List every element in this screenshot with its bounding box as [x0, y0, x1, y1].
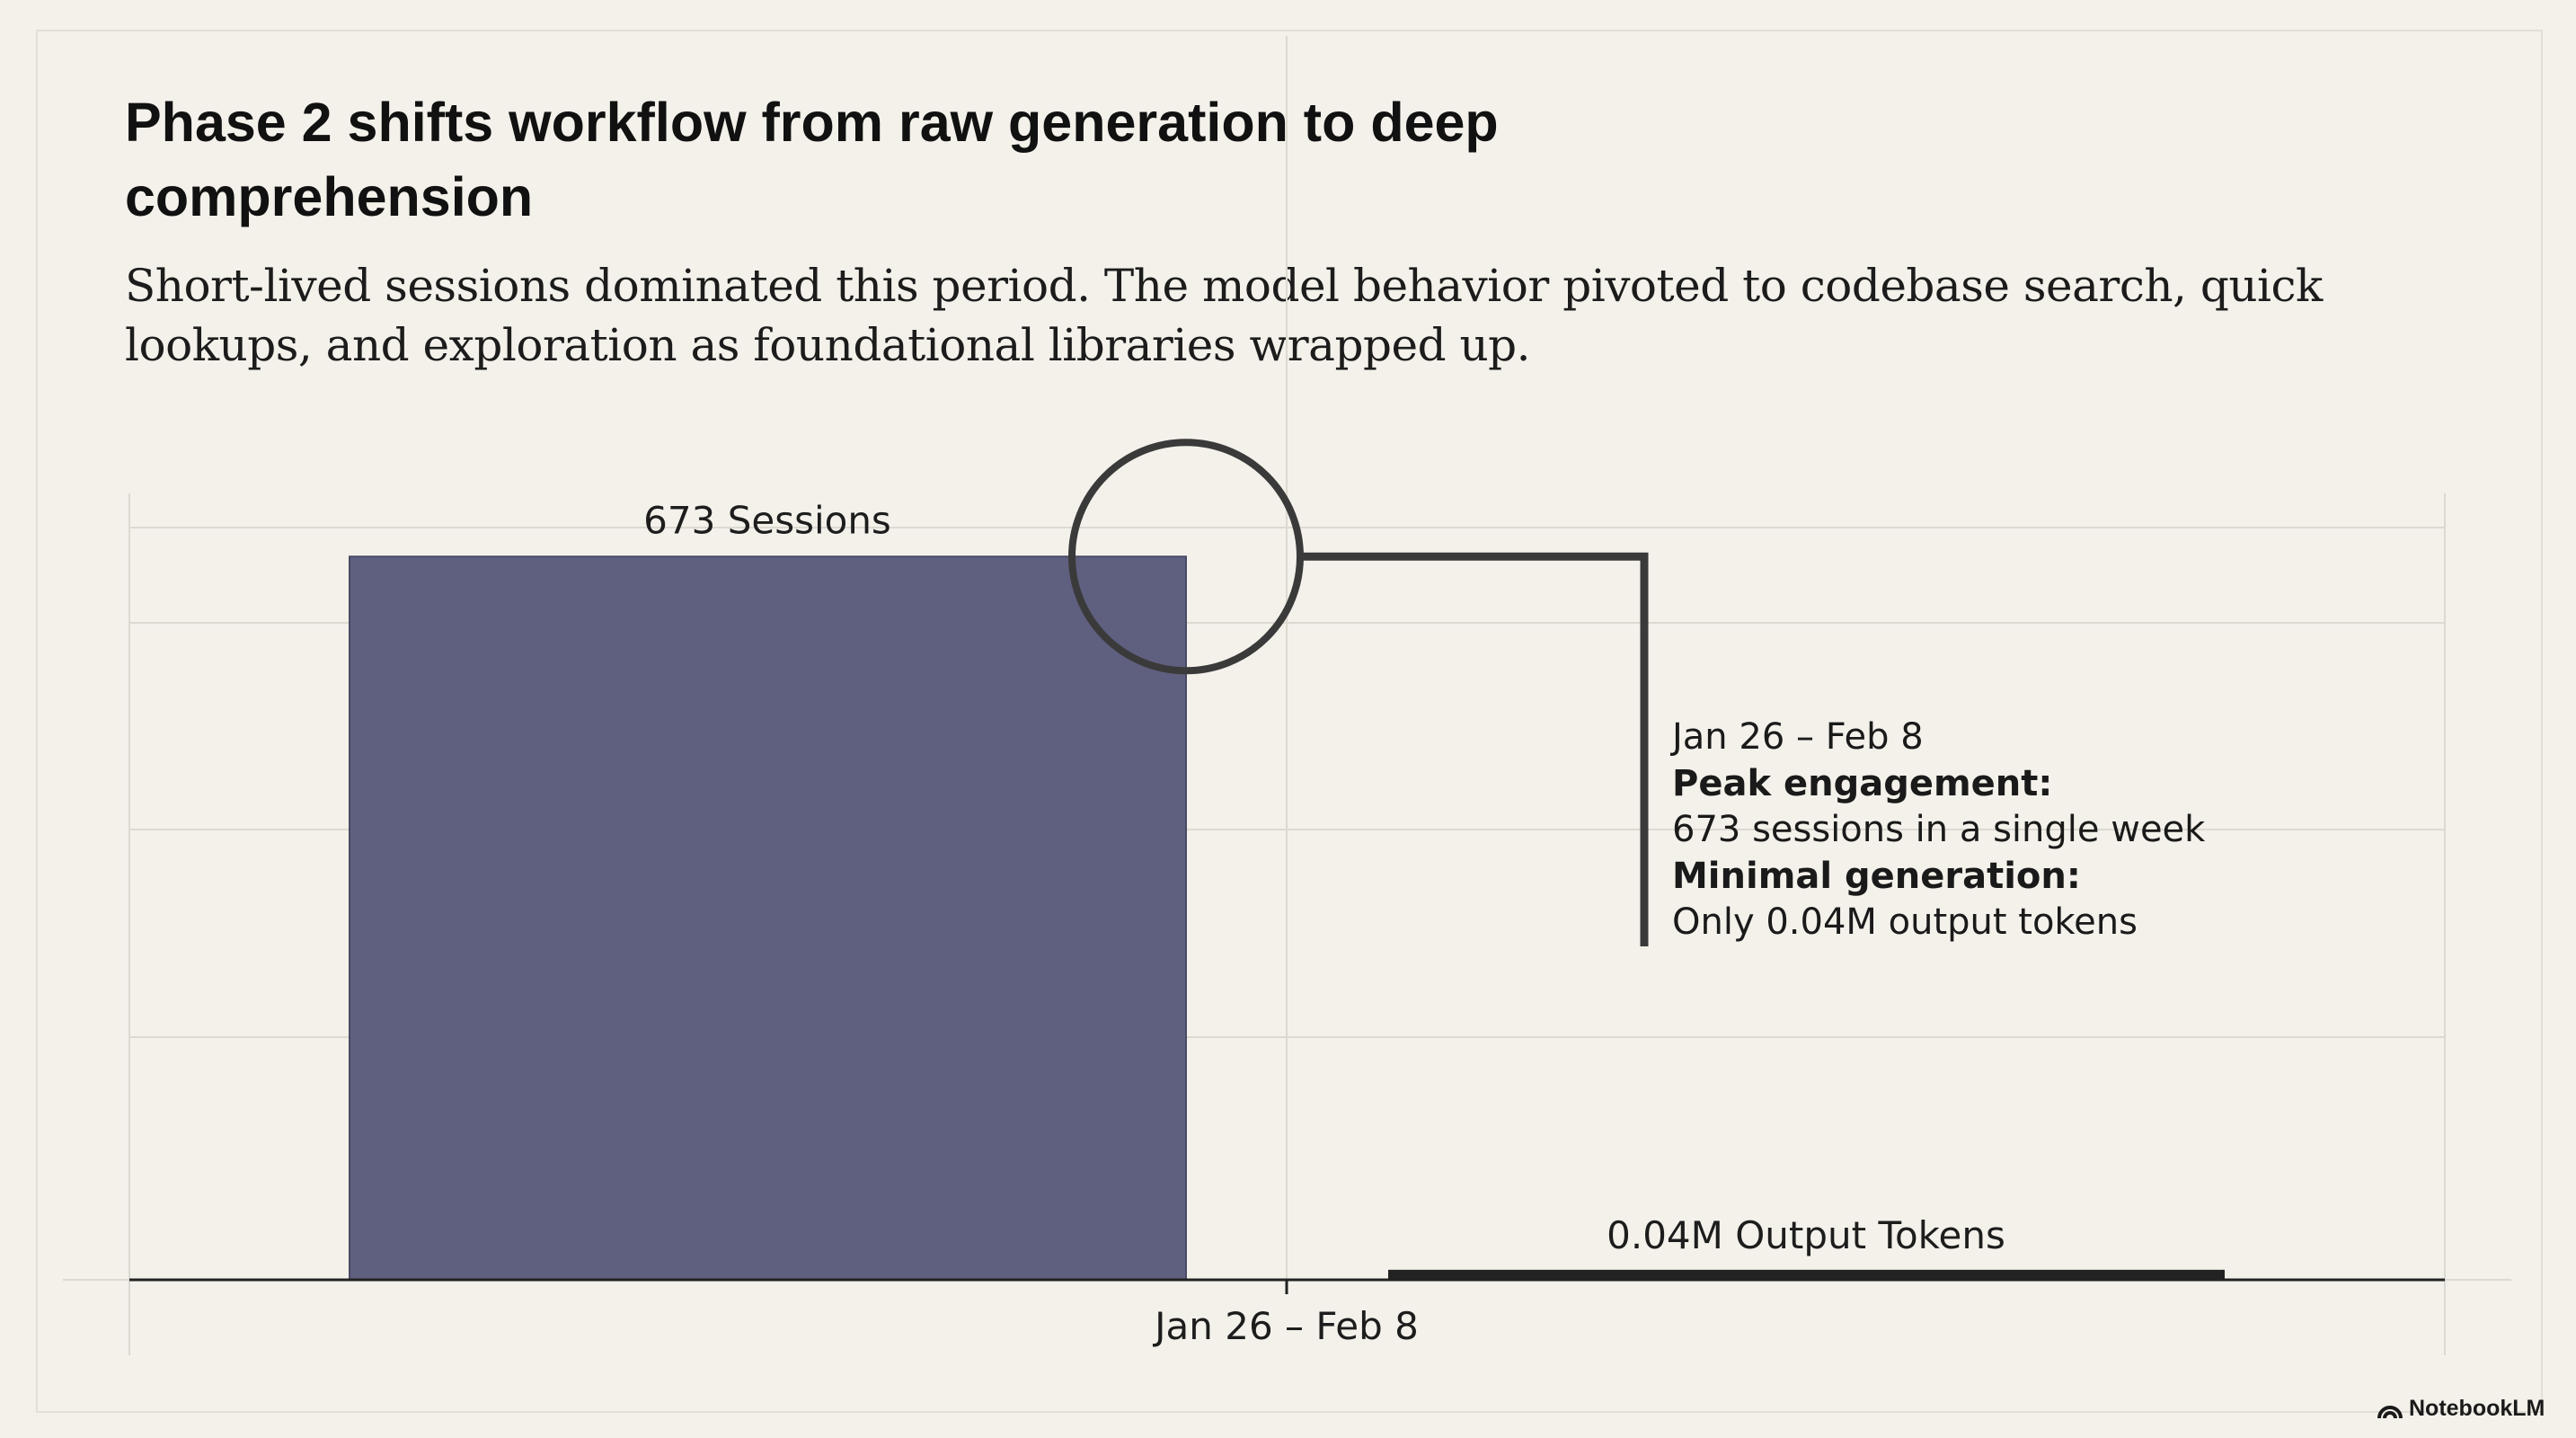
annotation-heading-engagement: Peak engagement:	[1672, 762, 2053, 804]
notebooklm-logo: NotebookLM	[2377, 1396, 2545, 1422]
sessions-bar	[349, 555, 1187, 1281]
annotation-connector	[1300, 552, 1649, 946]
annotation-date: Jan 26 – Feb 8	[1672, 716, 1924, 758]
brand-name: NotebookLM	[2409, 1396, 2545, 1421]
notebooklm-icon	[2377, 1405, 2403, 1418]
slide-frame	[36, 30, 2543, 1413]
annotation-generation-text: Only 0.04M output tokens	[1672, 901, 2138, 943]
slide-subtitle: Short-lived sessions dominated this peri…	[125, 260, 2323, 371]
annotation-engagement-text: 673 sessions in a single week	[1672, 809, 2206, 850]
x-tick-label: Jan 26 – Feb 8	[1152, 1304, 1419, 1348]
annotation-heading-generation: Minimal generation:	[1672, 855, 2081, 897]
tokens-data-label: 0.04M Output Tokens	[1607, 1213, 2005, 1257]
tokens-bar	[1388, 1269, 2225, 1280]
annotation-box: Jan 26 – Feb 8 Peak engagement: 673 sess…	[1672, 715, 2205, 946]
slide-title: Phase 2 shifts workflow from raw generat…	[125, 92, 1499, 227]
sessions-data-label: 673 Sessions	[643, 498, 891, 542]
